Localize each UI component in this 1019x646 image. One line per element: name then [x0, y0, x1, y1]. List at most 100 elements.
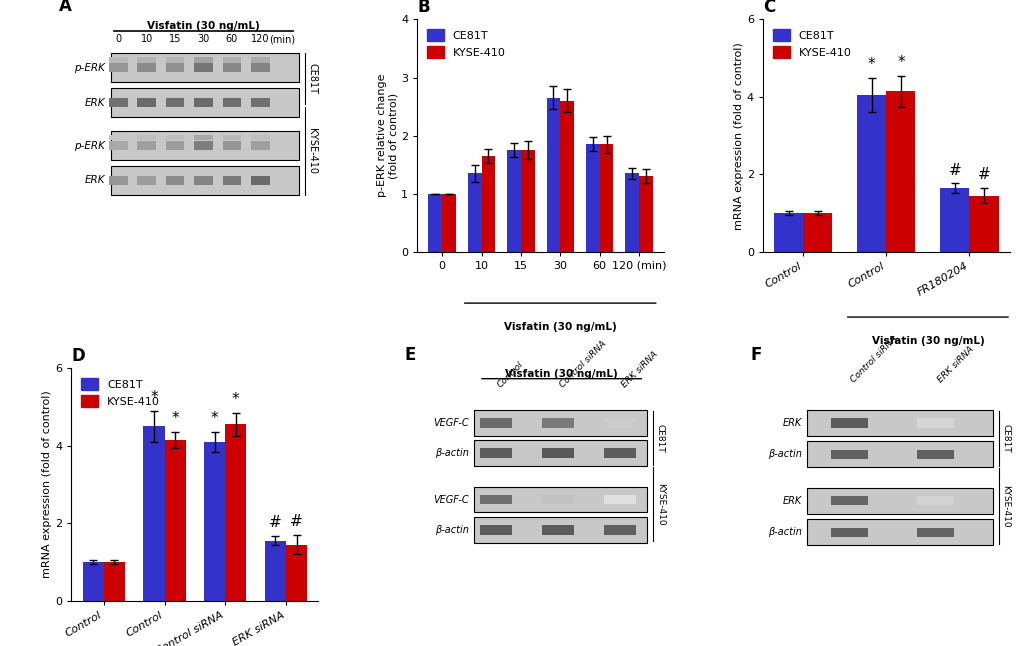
Bar: [806, 519, 991, 545]
Bar: [806, 488, 991, 514]
Bar: [166, 141, 184, 150]
Bar: [541, 448, 574, 458]
Bar: [625, 173, 639, 252]
Y-axis label: mRNA expression (fold of control): mRNA expression (fold of control): [734, 42, 743, 229]
Legend: CE81T, KYSE-410: CE81T, KYSE-410: [767, 25, 855, 62]
Text: A: A: [59, 0, 72, 15]
Bar: [138, 135, 156, 140]
Bar: [111, 166, 299, 195]
Text: β-actin: β-actin: [435, 448, 469, 458]
Text: F: F: [750, 346, 761, 364]
Bar: [480, 525, 512, 534]
Bar: [806, 441, 991, 467]
Text: ERK siRNA: ERK siRNA: [934, 345, 974, 384]
Bar: [138, 141, 156, 150]
Text: *: *: [231, 392, 239, 407]
Bar: [109, 98, 127, 107]
Text: 30: 30: [198, 34, 210, 44]
Bar: [166, 98, 184, 107]
Bar: [204, 442, 225, 601]
Bar: [441, 194, 455, 252]
Bar: [109, 176, 127, 185]
Bar: [109, 63, 127, 72]
Bar: [639, 176, 652, 252]
Legend: CE81T, KYSE-410: CE81T, KYSE-410: [422, 25, 510, 62]
Bar: [474, 441, 646, 466]
Bar: [916, 528, 954, 537]
Text: D: D: [71, 348, 85, 365]
Bar: [829, 450, 867, 459]
Text: Visfatin (30 ng/mL): Visfatin (30 ng/mL): [504, 369, 618, 379]
Bar: [222, 141, 240, 150]
Text: β-actin: β-actin: [435, 525, 469, 535]
Bar: [194, 176, 213, 185]
Bar: [264, 541, 285, 601]
Bar: [541, 525, 574, 534]
Bar: [916, 418, 954, 428]
Text: Visfatin (30 ng/mL): Visfatin (30 ng/mL): [147, 21, 260, 31]
Bar: [138, 176, 156, 185]
Text: p-ERK: p-ERK: [73, 63, 105, 72]
Text: CE81T: CE81T: [1001, 424, 1010, 453]
Text: β-actin: β-actin: [767, 527, 802, 537]
Bar: [474, 487, 646, 512]
Bar: [806, 410, 991, 435]
Bar: [468, 173, 481, 252]
Bar: [886, 91, 914, 252]
Bar: [802, 213, 832, 252]
Bar: [222, 176, 240, 185]
Bar: [251, 141, 269, 150]
Bar: [194, 135, 213, 140]
Bar: [506, 150, 521, 252]
Bar: [166, 63, 184, 72]
Text: E: E: [405, 346, 416, 364]
Bar: [829, 496, 867, 505]
Bar: [773, 213, 802, 252]
Text: 120: 120: [251, 34, 269, 44]
Text: VEGF-C: VEGF-C: [433, 495, 469, 505]
Bar: [480, 418, 512, 428]
Text: B: B: [417, 0, 429, 16]
Text: *: *: [150, 390, 158, 405]
Bar: [225, 424, 247, 601]
Text: #: #: [976, 167, 989, 182]
Y-axis label: mRNA expression (fold of control): mRNA expression (fold of control): [43, 391, 52, 578]
Bar: [111, 53, 299, 82]
Bar: [109, 57, 127, 63]
Text: VEGF-C: VEGF-C: [433, 418, 469, 428]
Bar: [474, 410, 646, 435]
Text: ERK: ERK: [85, 176, 105, 185]
Bar: [164, 440, 185, 601]
Bar: [916, 496, 954, 505]
Bar: [603, 495, 635, 505]
Bar: [603, 418, 635, 428]
Bar: [251, 57, 269, 63]
Bar: [285, 545, 307, 601]
Bar: [251, 63, 269, 72]
Bar: [222, 98, 240, 107]
Text: ERK siRNA: ERK siRNA: [619, 349, 658, 389]
Text: 0: 0: [115, 34, 121, 44]
Text: p-ERK: p-ERK: [73, 141, 105, 151]
Bar: [166, 176, 184, 185]
Bar: [251, 176, 269, 185]
Text: C: C: [762, 0, 774, 16]
Bar: [546, 98, 559, 252]
Bar: [940, 188, 968, 252]
Text: 15: 15: [169, 34, 181, 44]
Bar: [138, 63, 156, 72]
Text: β-actin: β-actin: [767, 449, 802, 459]
Bar: [541, 418, 574, 428]
Bar: [603, 525, 635, 534]
Text: KYSE-410: KYSE-410: [655, 483, 664, 526]
Bar: [599, 144, 612, 252]
Bar: [251, 98, 269, 107]
Bar: [222, 63, 240, 72]
Bar: [829, 418, 867, 428]
Bar: [428, 194, 441, 252]
Text: Visfatin (30 ng/mL): Visfatin (30 ng/mL): [870, 336, 983, 346]
Bar: [166, 57, 184, 63]
Text: Control: Control: [495, 360, 525, 389]
Bar: [194, 57, 213, 63]
Bar: [481, 156, 495, 252]
